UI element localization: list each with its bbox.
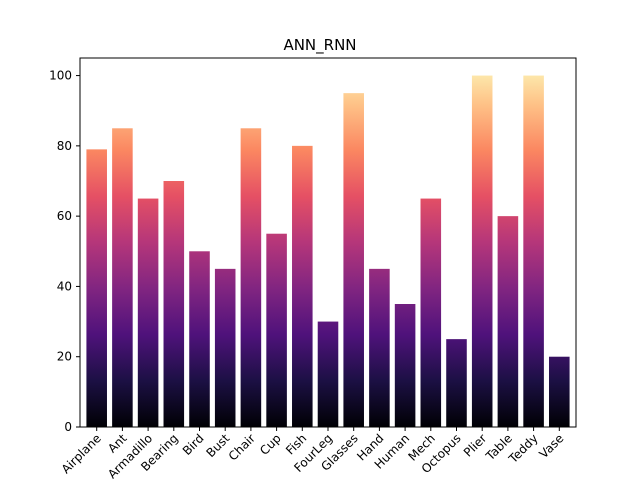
bar-ant: [112, 128, 133, 428]
x-tick-label: Vase: [537, 431, 567, 461]
bar-bird: [189, 251, 210, 427]
bar-bust: [214, 268, 236, 427]
bars-group: [86, 75, 570, 428]
bar-table: [497, 216, 519, 427]
x-tick-label: Cup: [257, 431, 284, 458]
plot-frame: [79, 57, 577, 428]
bar-teddy: [523, 75, 544, 427]
bar-airplane: [86, 149, 107, 427]
y-tick-label: 80: [57, 139, 72, 153]
x-tick-label: Teddy: [505, 431, 540, 466]
bar-armadillo: [137, 198, 159, 427]
y-tick-label: 0: [64, 420, 72, 434]
y-tick-label: 20: [57, 350, 72, 364]
bar-cup: [266, 233, 287, 427]
y-axis: 0 20 40 60 80 100: [49, 69, 80, 434]
y-tick-label: 60: [57, 209, 72, 223]
bar-bearing: [163, 181, 185, 427]
y-tick-label: 40: [57, 279, 72, 293]
bar-mech: [420, 198, 442, 427]
x-tick-label: Airplane: [59, 431, 104, 476]
bar-fish: [292, 145, 313, 428]
bar-human: [394, 304, 416, 427]
x-axis: Airplane AntArmadilloBearingBirdBustChair…: [59, 427, 567, 480]
bar-fourleg: [317, 321, 339, 427]
bar-octopus: [446, 339, 467, 427]
y-tick-label: 100: [49, 69, 72, 83]
x-tick-label: Chair: [226, 431, 258, 463]
bar-vase: [549, 356, 570, 427]
chart-title: ANN_RNN: [283, 36, 356, 55]
bar-chair: [240, 128, 262, 428]
bar-plier: [471, 75, 493, 427]
bar-hand: [369, 268, 390, 427]
x-tick-label: Bird: [180, 431, 207, 458]
bar-glasses: [343, 93, 364, 427]
